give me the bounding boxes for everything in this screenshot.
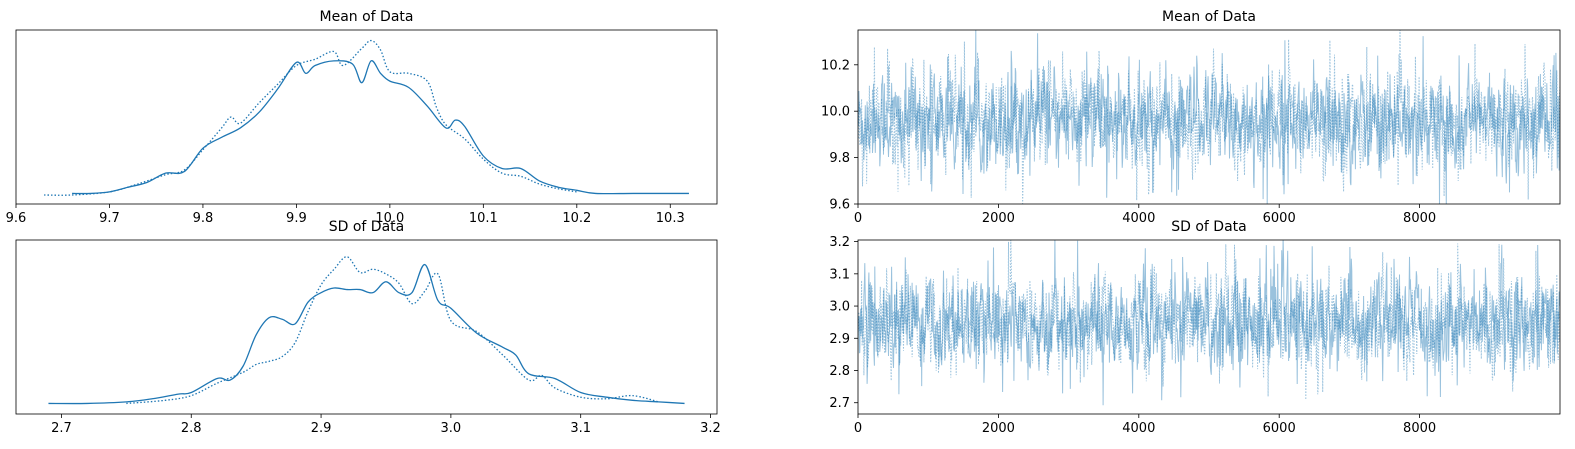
plot-area (858, 30, 1560, 204)
x-tick-label: 6000 (1263, 211, 1296, 226)
x-tick-label: 2.9 (311, 421, 332, 436)
panel-3: SD of Data 2.7 2.8 2.9 3.0 3.1 3.2 (15, 219, 721, 436)
panel-1: Mean of Data 9.6 9.7 9.8 9.9 10.0 10.1 10.2 10.3 (6, 9, 718, 226)
trace-line-chain-1 (858, 30, 1560, 204)
x-tick-label: 8000 (1403, 421, 1436, 436)
panel-title: Mean of Data (1162, 9, 1256, 25)
panel-title: SD of Data (1171, 219, 1247, 235)
y-tick-label: 10.2 (821, 58, 850, 73)
plot-area (44, 39, 689, 196)
axes-frame (15, 29, 718, 205)
x-tick-label: 0 (854, 211, 862, 226)
kde-line-chain-2 (126, 256, 659, 405)
kde-line-chain-2 (44, 39, 577, 196)
x-tick-label: 9.7 (99, 211, 120, 226)
x-tick-label: 2000 (982, 211, 1015, 226)
panel-4: SD of Data 2.7 2.8 2.9 3.0 3.1 3.2 0 2000 4000 600… (829, 219, 1561, 436)
y-tick-label: 2.9 (829, 332, 850, 347)
kde-line-chain-1 (48, 263, 685, 405)
trace-line-chain-2 (858, 240, 1560, 400)
trace-line-chain-1 (858, 240, 1560, 406)
trace-line-chain-2 (858, 30, 1560, 204)
y-tick-label: 9.6 (829, 198, 850, 213)
x-tick-label: 6000 (1263, 421, 1296, 436)
axes-frame (857, 239, 1561, 415)
x-tick-label: 10.0 (375, 211, 404, 226)
axes-frame (857, 29, 1561, 205)
x-tick-label: 2.7 (51, 421, 72, 436)
x-tick-label: 4000 (1122, 211, 1155, 226)
x-tick-label: 10.1 (469, 211, 498, 226)
x-tick-label: 0 (854, 421, 862, 436)
x-tick-label: 3.0 (441, 421, 462, 436)
y-tick-label: 2.8 (829, 364, 850, 379)
plot-area (858, 240, 1560, 406)
x-tick-label: 9.9 (286, 211, 307, 226)
y-tick-label: 3.1 (829, 267, 850, 282)
x-tick-label: 8000 (1403, 211, 1436, 226)
panel-title: SD of Data (329, 219, 405, 235)
panel-2: Mean of Data 9.6 9.8 10.0 10.2 0 2000 4000 6000 8… (821, 9, 1561, 226)
x-tick-label: 2000 (982, 421, 1015, 436)
plot-area (48, 256, 685, 405)
y-tick-label: 10.0 (821, 105, 850, 120)
x-tick-label: 10.3 (656, 211, 685, 226)
x-tick-label: 2.8 (181, 421, 202, 436)
x-tick-label: 9.6 (6, 211, 27, 226)
y-tick-label: 2.7 (829, 396, 850, 411)
y-tick-label: 3.0 (829, 300, 850, 315)
panel-title: Mean of Data (320, 9, 414, 25)
y-tick-label: 3.2 (829, 235, 850, 250)
y-tick-label: 9.8 (829, 151, 850, 166)
x-tick-label: 9.8 (193, 211, 214, 226)
x-tick-label: 4000 (1122, 421, 1155, 436)
kde-line-chain-1 (72, 60, 689, 195)
axes-frame (15, 239, 718, 415)
x-tick-label: 3.2 (700, 421, 721, 436)
x-tick-label: 10.2 (562, 211, 591, 226)
x-tick-label: 3.1 (570, 421, 591, 436)
